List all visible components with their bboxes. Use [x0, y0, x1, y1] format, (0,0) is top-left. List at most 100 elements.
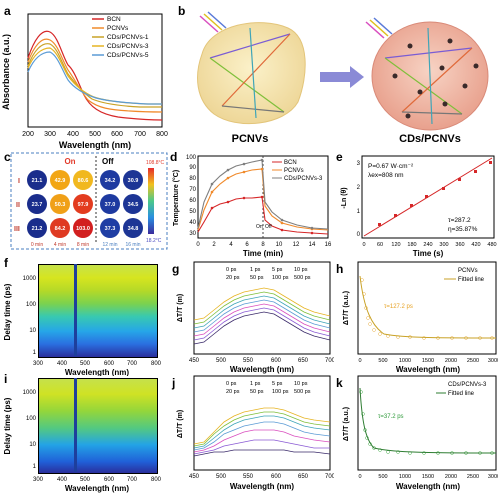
svg-text:21.2: 21.2 [32, 226, 43, 232]
pcnv-label: PCNVs [232, 133, 269, 145]
svg-text:120: 120 [391, 242, 400, 248]
svg-text:30.9: 30.9 [128, 178, 139, 184]
svg-text:450: 450 [189, 474, 200, 480]
panel-label-i: i [4, 372, 8, 386]
e-points [378, 161, 492, 226]
j-legend: 0 ps 1 ps 5 ps 10 ps 20 ps 50 ps 100 ps 500 ps [226, 381, 311, 395]
svg-text:I: I [18, 178, 20, 185]
svg-text:200: 200 [22, 131, 34, 138]
d-markers-cds [210, 158, 314, 230]
svg-text:100: 100 [186, 155, 197, 161]
svg-text:CDs/PCNVs-3: CDs/PCNVs-3 [448, 382, 487, 388]
svg-text:1: 1 [33, 350, 37, 356]
svg-text:700: 700 [127, 361, 138, 367]
panel-label-j: j [172, 376, 176, 390]
svg-text:70: 70 [189, 187, 196, 193]
svg-text:16 min: 16 min [125, 242, 140, 248]
svg-text:2: 2 [212, 242, 216, 248]
svg-text:34.2: 34.2 [105, 178, 116, 184]
g-xlabel: Wavelength (nm) [230, 365, 294, 374]
svg-text:50: 50 [189, 209, 196, 215]
svg-text:30: 30 [189, 231, 196, 237]
scale-max: 108.8°C [146, 160, 165, 166]
svg-text:BCN: BCN [107, 16, 121, 23]
svg-text:600: 600 [104, 477, 115, 483]
d-legend: BCN PCNVs CDs/PCNVs-3 [272, 160, 323, 182]
svg-text:1: 1 [357, 209, 361, 215]
panel-label-f: f [4, 256, 8, 270]
svg-text:84.2: 84.2 [55, 226, 66, 232]
panel-label-e: e [336, 150, 343, 164]
svg-text:180: 180 [407, 242, 416, 248]
svg-text:42.9: 42.9 [55, 178, 66, 184]
d-markers-bcn [210, 195, 314, 235]
panel-i-axes: Delay time (ps) 1000 100 10 1 300 400 500 60… [3, 390, 162, 493]
svg-text:3000: 3000 [488, 474, 498, 480]
f-ylabel: Delay time (ps) [3, 283, 12, 340]
svg-text:700: 700 [134, 131, 146, 138]
svg-text:500: 500 [378, 358, 387, 364]
e-xlabel: Time (s) [413, 249, 444, 258]
svg-text:PCNVs: PCNVs [458, 268, 478, 274]
svg-text:23.7: 23.7 [32, 202, 43, 208]
panel-h-decay: τ=127.2 ps PCNVs Fitted line 0 500 1000 15… [343, 261, 498, 374]
svg-text:Fitted line: Fitted line [458, 277, 485, 283]
svg-text:1000: 1000 [23, 390, 37, 396]
d-ylabel: Temperature (°C) [172, 170, 180, 226]
svg-text:50 ps: 50 ps [250, 275, 264, 281]
g-ylabel: ΔT/T (m) [177, 294, 184, 322]
svg-text:500 ps: 500 ps [294, 389, 311, 395]
svg-text:300: 300 [439, 242, 448, 248]
svg-text:12: 12 [293, 242, 300, 248]
panel-a-xlabel: Wavelength (nm) [59, 140, 131, 150]
svg-text:500 ps: 500 ps [294, 275, 311, 281]
panel-g-spectra: 0 ps 1 ps 5 ps 10 ps 20 ps 50 ps 100 ps 500 ps… [177, 261, 334, 374]
svg-text:PCNVs: PCNVs [107, 25, 129, 32]
cds-pcnv-label: CDs/PCNVs [399, 133, 461, 145]
k-tau: τ=37.2 ps [378, 414, 404, 420]
svg-text:500: 500 [89, 131, 101, 138]
svg-text:1: 1 [33, 464, 37, 470]
panel-i-band [74, 378, 77, 472]
svg-text:PCNVs: PCNVs [284, 168, 304, 174]
svg-text:0 ps: 0 ps [226, 381, 237, 387]
h-xlabel: Wavelength (nm) [396, 365, 460, 374]
panel-i-heatmap [38, 378, 158, 474]
f-yticks: 1000 100 10 1 [23, 276, 37, 356]
on-label: On [64, 157, 75, 166]
svg-text:2500: 2500 [467, 358, 479, 364]
svg-text:90: 90 [189, 165, 196, 171]
panel-label-h: h [336, 262, 344, 276]
e-yticks: 0 1 2 3 [357, 161, 361, 238]
k-xlabel: Wavelength (nm) [396, 482, 460, 491]
svg-text:34.5: 34.5 [128, 202, 139, 208]
svg-text:700: 700 [325, 474, 334, 480]
panel-a-xticks: 200 300 400 500 600 700 800 [22, 131, 168, 138]
svg-text:12 min: 12 min [102, 242, 117, 248]
panel-e-fit-chart: P=0.67 W·cm⁻² λex=808 nm τ=287.2 η=35.87… [341, 155, 497, 258]
panel-j-spectra: 0 ps 1 ps 5 ps 10 ps 20 ps 50 ps 100 ps 500 ps… [177, 375, 334, 491]
panel-label-c: c [4, 150, 11, 164]
svg-text:BCN: BCN [284, 160, 297, 166]
e-power: P=0.67 W·cm⁻² [368, 163, 414, 170]
svg-text:2500: 2500 [467, 474, 479, 480]
d-xlabel: Time (min) [243, 249, 284, 258]
svg-text:CDs/PCNVs-3: CDs/PCNVs-3 [107, 43, 149, 50]
svg-text:5 ps: 5 ps [272, 267, 283, 273]
svg-text:CDs/PCNVs-3: CDs/PCNVs-3 [284, 176, 323, 182]
svg-text:4 min: 4 min [54, 242, 66, 248]
svg-text:600: 600 [271, 474, 282, 480]
svg-text:6: 6 [245, 242, 249, 248]
svg-text:2: 2 [357, 185, 361, 191]
svg-text:0: 0 [358, 358, 361, 364]
svg-text:300: 300 [33, 361, 44, 367]
svg-text:300: 300 [33, 477, 44, 483]
svg-text:37.0: 37.0 [105, 202, 116, 208]
svg-text:1000: 1000 [399, 358, 411, 364]
h-legend: PCNVs Fitted line [444, 268, 485, 283]
svg-text:II: II [16, 202, 20, 209]
j-ylabel: ΔT/T (m) [177, 410, 184, 438]
h-fit-line [359, 275, 497, 339]
svg-text:1 ps: 1 ps [250, 381, 261, 387]
